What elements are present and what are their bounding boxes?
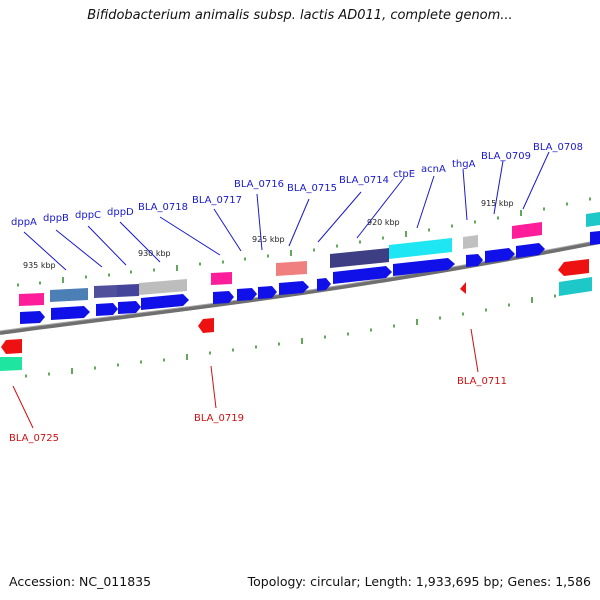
cds-arrow-dppD[interactable] [118,301,141,314]
leader-BLA_0716 [256,193,263,251]
cds-arrow-thgA[interactable] [466,254,483,267]
cds-arrow-BLA_0714b[interactable] [333,266,392,284]
gene-labels-bottom: BLA_0725 BLA_0719 BLA_0711 [9,376,507,444]
leader-acnA [416,175,435,229]
cds-arrow-BLA_0708[interactable] [516,243,545,258]
feature-bar-BLA_0708[interactable] [512,222,542,239]
gene-label-ctpE[interactable]: ctpE [393,169,415,180]
leader-dppC [87,225,127,266]
gene-label-BLA_0717[interactable]: BLA_0717 [192,195,242,206]
gene-label-BLA_0711[interactable]: BLA_0711 [457,376,507,387]
leader-BLA_0715 [288,198,310,247]
reverse-rna-track [1,259,589,354]
feature-bar-BLA_0717[interactable] [211,272,232,285]
rna-arrow-BLA_0711[interactable] [460,282,466,294]
cds-arrow-BLA_0718[interactable] [141,294,189,310]
accession-text: Accession: NC_011835 [9,574,152,589]
leader-BLA_0717 [213,208,242,252]
cds-arrow-dppB[interactable] [51,306,90,320]
gene-label-dppD[interactable]: dppD [107,207,134,218]
leader-dppB [55,229,103,268]
feature-bar-thgA[interactable] [463,235,478,249]
gene-label-dppB[interactable]: dppB [43,213,69,224]
rna-arrow-BLA_0725[interactable] [1,339,22,354]
leader-lines [23,151,550,271]
leader-BLA_0711 [470,328,479,373]
gene-label-BLA_0715[interactable]: BLA_0715 [287,183,337,194]
scale-label-930: 930 kbp [138,249,171,258]
feature-bar-reverse-right[interactable] [559,277,592,296]
gene-label-BLA_0708[interactable]: BLA_0708 [533,142,583,153]
feature-bar-dppD[interactable] [117,284,139,297]
cds-arrow-BLA_0715[interactable] [279,281,309,295]
cds-arrow-edge-right[interactable] [590,231,600,245]
cds-arrow-dppC[interactable] [96,303,118,316]
leader-lines-bottom [12,328,479,429]
cds-arrow-BLA_0714a[interactable] [317,278,331,291]
leader-BLA_0714 [317,191,362,243]
cds-arrow-BLA_0717[interactable] [213,291,234,304]
scale-label-915: 915 kbp [481,199,514,208]
gene-label-dppC[interactable]: dppC [75,210,101,221]
gene-label-acnA[interactable]: acnA [421,164,446,175]
scale-ticks [17,197,591,378]
map-title: Bifidobacterium animalis subsp. lactis A… [87,8,513,23]
feature-bar-ctpE[interactable] [389,238,452,259]
leader-BLA_0709 [493,160,504,215]
leader-BLA_0708 [522,151,550,210]
gene-label-BLA_0714[interactable]: BLA_0714 [339,175,389,186]
feature-bar-BLA_0718[interactable] [139,279,187,295]
leader-dppD [119,221,161,263]
feature-bar-BLA_0714[interactable] [330,248,389,268]
feature-bar-dppB[interactable] [50,288,88,302]
leader-ctpE [356,178,404,239]
leader-BLA_0725 [12,385,34,429]
forward-cds-track [20,231,600,324]
leader-BLA_0718 [159,216,221,256]
feature-bar-dppA[interactable] [19,293,44,306]
gene-label-BLA_0718[interactable]: BLA_0718 [138,202,188,213]
feature-bar-reverse-left[interactable] [0,357,22,371]
genome-summary-text: Topology: circular; Length: 1,933,695 bp… [247,574,591,589]
cds-arrow-BLA_0716b[interactable] [258,286,277,299]
gene-label-BLA_0716[interactable]: BLA_0716 [234,179,284,190]
rna-arrow-right[interactable] [558,259,589,276]
rna-arrow-BLA_0719[interactable] [198,318,214,333]
gene-label-BLA_0719[interactable]: BLA_0719 [194,413,244,424]
gene-label-thgA[interactable]: thgA [452,159,476,170]
cds-arrow-dppA[interactable] [20,311,45,324]
feature-bar-BLA_0715[interactable] [276,261,307,276]
scale-label-935: 935 kbp [23,261,56,270]
genome-backbone [0,240,600,335]
cds-arrow-BLA_0709[interactable] [485,248,515,263]
feature-bars [0,212,600,371]
leader-BLA_0719 [210,365,217,409]
feature-bar-edge-right[interactable] [586,212,600,227]
gene-labels-top: dppA dppB dppC dppD BLA_0718 BLA_0717 BL… [11,142,583,228]
scale-label-925: 925 kbp [252,235,285,244]
cds-arrow-BLA_0716a[interactable] [237,288,257,301]
cds-arrow-acnA[interactable] [393,258,455,276]
leader-dppA [23,231,67,271]
gene-label-BLA_0709[interactable]: BLA_0709 [481,151,531,162]
leader-thgA [462,168,468,221]
gene-label-dppA[interactable]: dppA [11,217,37,228]
feature-bar-dppC[interactable] [94,285,117,298]
scale-label-920: 920 kbp [367,218,400,227]
gene-label-BLA_0725[interactable]: BLA_0725 [9,433,59,444]
